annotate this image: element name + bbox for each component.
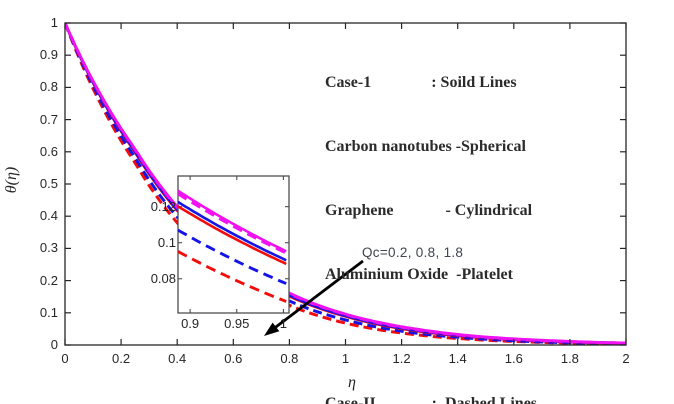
- curve-dashed-case-ii-dashed-blue-qc-0-8-: [65, 23, 626, 345]
- y-tick-label: 0.1: [39, 304, 58, 320]
- legend-case1-carbon-nanotubes: Carbon nanotubes -Spherical: [325, 138, 526, 156]
- x-tick-label: 0.4: [168, 351, 187, 366]
- y-tick-label: 1: [50, 15, 58, 30]
- y-tick-label: 0.8: [39, 79, 58, 95]
- curve-solid-case-1-solid-magenta-qc-1-8-: [65, 23, 626, 345]
- inset-x-tick-label: 0.95: [224, 316, 250, 331]
- y-tick-label: 0.9: [39, 47, 58, 63]
- legend-case1-aluminium-oxide: Aluminium Oxide -Platelet: [325, 266, 513, 284]
- inset-x-tick-label: 1: [279, 316, 287, 331]
- annotation-arrow-head: [264, 322, 280, 336]
- y-tick-label: 0.4: [39, 208, 58, 224]
- y-tick-label: 0.5: [39, 176, 58, 191]
- legend-case1-header: Case-1 : Soild Lines: [325, 73, 517, 91]
- legend-text-block: Case-1 : Soild Lines Carbon nanotubes -S…: [325, 29, 537, 404]
- x-tick-label: 1.8: [560, 351, 579, 366]
- x-tick-label: 0.2: [112, 351, 131, 366]
- x-tick-label: 1.6: [504, 351, 523, 366]
- inset-curve: [178, 250, 287, 303]
- x-tick-label: 0.8: [280, 351, 299, 366]
- x-tick-label: 2: [622, 351, 630, 366]
- inset-curve: [178, 205, 287, 266]
- legend-case2-header: Case-II : Dashed Lines: [325, 394, 538, 404]
- inset-curve: [178, 228, 287, 285]
- annotation-arrow-line: [272, 259, 364, 330]
- inset-curve: [178, 200, 287, 262]
- inset-curve: [178, 192, 287, 255]
- inset-y-tick-label: 0.08: [150, 270, 176, 286]
- curve-dashed-case-ii-dashed-red-qc-0-2-: [65, 23, 626, 345]
- y-tick-label: 0.3: [39, 240, 58, 256]
- qc-annotation-label: Qc=0.2, 0.8, 1.8: [362, 245, 464, 260]
- x-tick-label: 0: [61, 351, 69, 366]
- y-tick-label: 0.7: [39, 111, 58, 127]
- x-tick-label: 1.2: [392, 351, 411, 366]
- legend-spacer: [325, 329, 537, 350]
- inset-curve: [178, 189, 287, 253]
- inset-y-tick-label: 0.1: [157, 234, 176, 250]
- y-tick-label: 0.6: [39, 143, 58, 159]
- y-tick-label: 0.2: [39, 272, 58, 288]
- inset-x-tick-label: 0.9: [181, 316, 200, 331]
- x-tick-label: 1.4: [448, 351, 467, 366]
- x-tick-label: 1: [341, 351, 350, 366]
- x-tick-label: 0.6: [224, 351, 243, 366]
- legend-case1-graphene: Graphene - Cylindrical: [325, 202, 533, 220]
- y-tick-label: 0: [50, 337, 58, 352]
- x-axis-label: η: [348, 374, 356, 391]
- inset-y-tick-label: 0.12: [150, 198, 176, 214]
